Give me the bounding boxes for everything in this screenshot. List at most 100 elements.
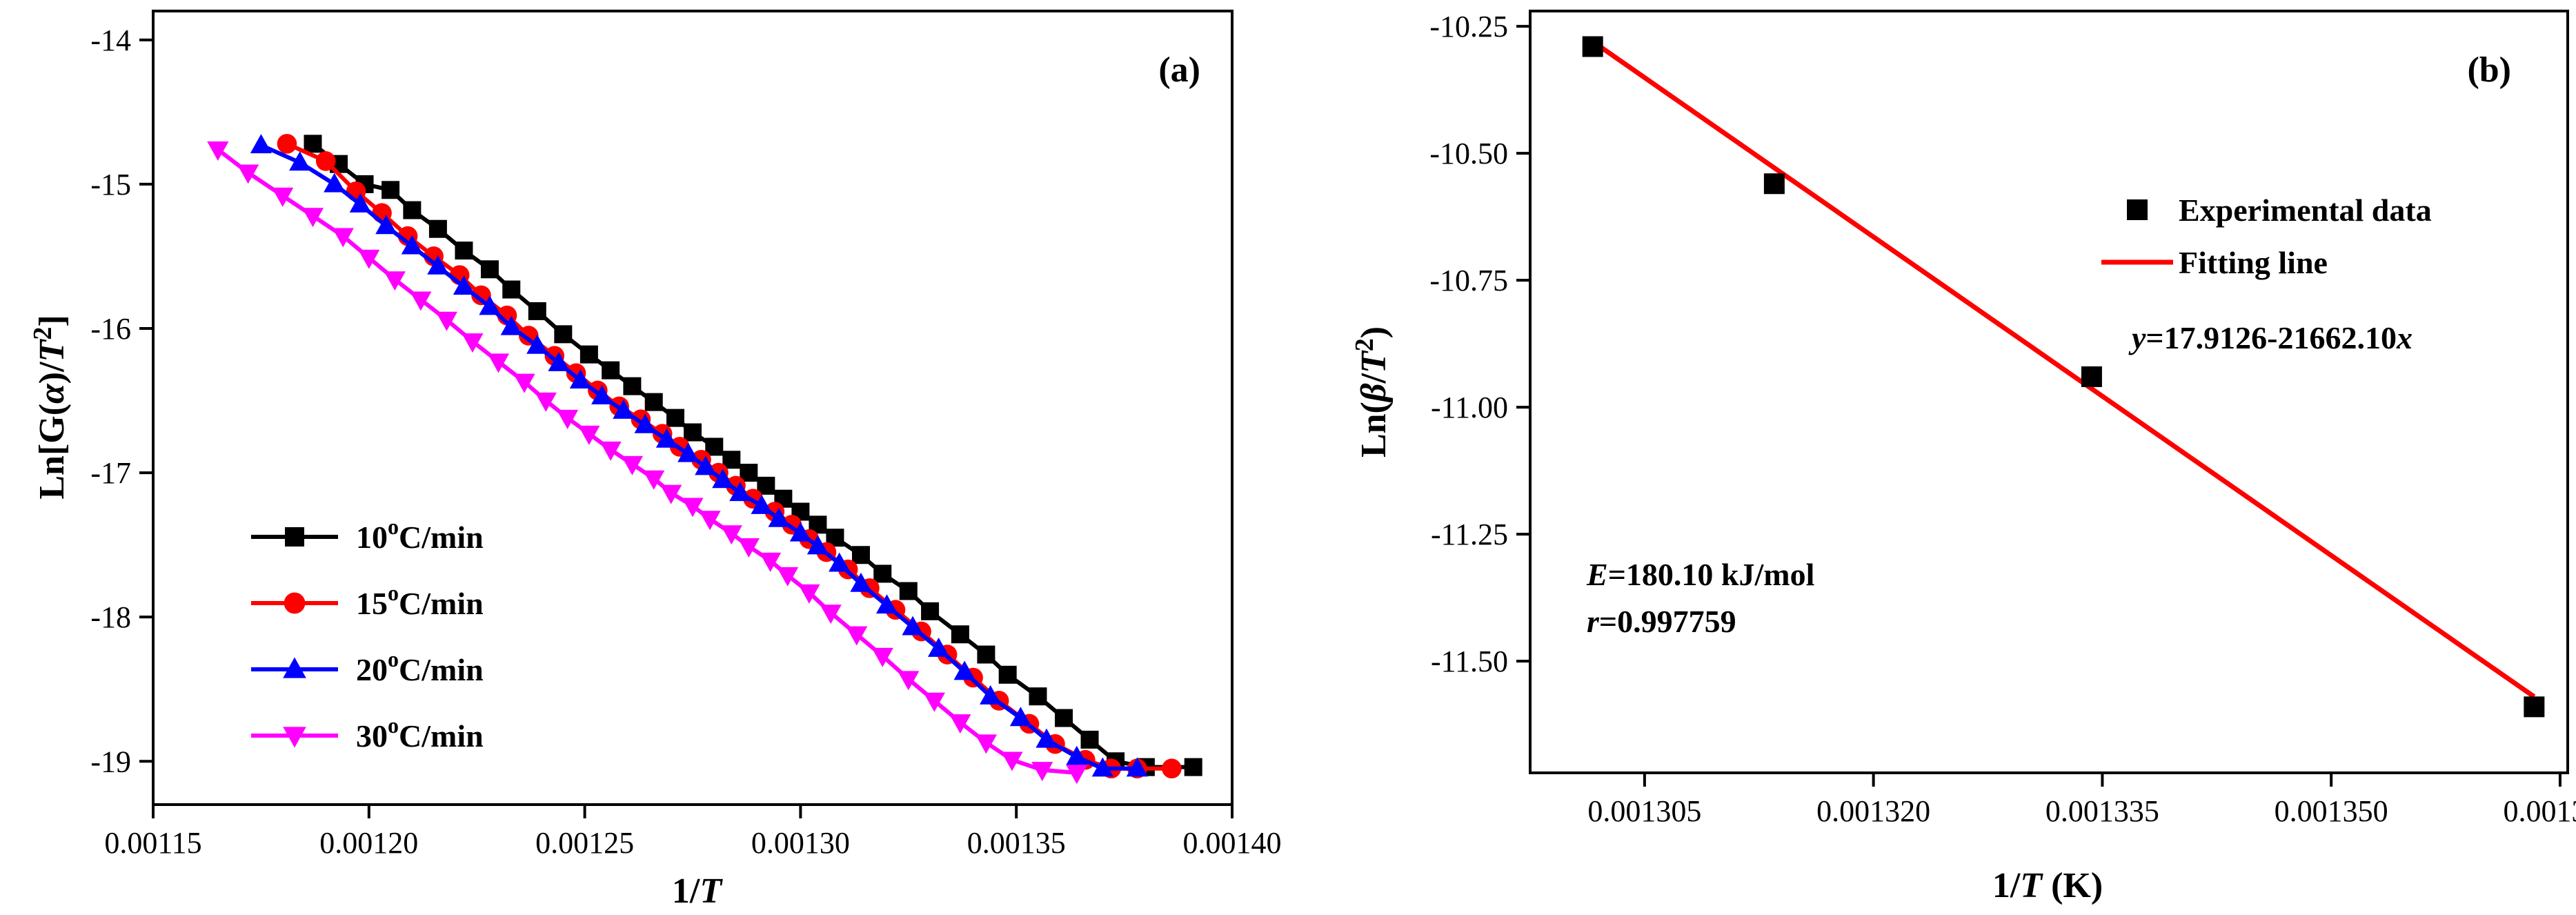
data-point-10 [684,423,702,442]
data-point-10 [455,242,473,260]
plot-a-frame [152,10,1233,806]
legend-marker-15 [284,592,306,614]
data-point-30 [621,455,644,475]
data-point-20 [1009,707,1032,727]
data-point-20 [289,151,311,171]
data-point-20 [729,482,751,502]
y-tick-label: -18 [90,600,131,634]
data-point-10 [951,625,969,644]
data-point-10 [851,546,870,564]
experimental-point [2081,366,2102,387]
y-tick-label: -16 [90,312,131,346]
data-point-30 [760,552,782,572]
data-point-10 [1055,709,1073,727]
data-point-30 [462,333,484,353]
panel-b-legend: Experimental data Fitting line [2101,193,2432,280]
data-point-20 [401,235,423,255]
data-point-20 [902,616,924,636]
experimental-point [1582,36,1603,57]
legend-marker-20 [283,657,306,678]
data-point-10 [740,464,758,482]
y-tick-label: -10.50 [1429,137,1508,170]
data-point-20 [829,552,851,572]
data-point-30 [332,228,354,248]
legend-label-20: 20oC/min [356,647,484,687]
fit-equation: y=17.9126-21662.10x [2128,320,2412,355]
panel-a-xlabel: 1/T [672,872,723,911]
data-point-20 [427,255,449,275]
data-point-20 [751,494,773,514]
data-point-30 [272,187,294,207]
activation-energy: E=180.10 kJ/mol [1586,557,1814,592]
data-point-10 [873,564,892,583]
correlation-coefficient: r=0.997759 [1587,604,1736,639]
data-point-10 [705,437,724,456]
data-point-20 [250,134,272,154]
y-tick-label: -19 [90,745,131,778]
legend-marker-10 [285,527,304,547]
data-point-20 [712,469,734,489]
experimental-point [2524,696,2545,718]
data-point-30 [535,392,557,412]
data-point-10 [403,201,422,219]
data-point-30 [487,353,510,373]
x-tick-label: 0.00115 [104,826,201,860]
data-point-20 [875,594,898,614]
fitting-line [1591,39,2536,699]
data-point-30 [556,409,579,429]
data-point-20 [1091,757,1113,777]
data-point-30 [846,626,868,646]
legend-label-15: 15oC/min [356,580,484,621]
y-tick-label: -11.25 [1431,518,1508,551]
x-tick-label: 0.00140 [1183,826,1282,860]
data-point-30 [898,671,920,691]
data-point-10 [602,361,620,380]
panel-b-label: (b) [2467,50,2511,90]
data-point-30 [207,141,229,161]
legend-experimental-marker [2127,199,2148,220]
data-point-20 [569,369,591,388]
experimental-point [1763,173,1785,195]
panel-b-series [1582,36,2545,718]
data-point-10 [428,219,447,238]
data-point-20 [1066,745,1088,765]
x-tick-label: 0.00130 [751,826,850,860]
data-point-20 [806,535,829,555]
data-point-15 [471,285,491,306]
panel-a-label: (a) [1158,50,1200,90]
data-point-10 [998,665,1017,684]
data-point-20 [1036,728,1058,748]
panel-a-series [207,134,1202,785]
x-tick-label: 0.00135 [967,826,1066,860]
data-point-20 [500,315,522,335]
x-tick-label: 0.001305 [1587,794,1701,828]
series-line-30 [217,148,1078,775]
x-tick-label: 0.001350 [2275,794,2388,828]
panel-a-axes: 0.00115 0.00120 0.00125 0.00130 0.00135 0.001… [90,23,1281,860]
data-point-10 [304,135,322,153]
data-point-30 [600,441,622,461]
data-point-30 [384,271,406,291]
data-point-30 [1031,762,1053,782]
data-point-20 [953,660,975,680]
y-tick-label: -10.25 [1429,10,1508,43]
data-point-20 [526,334,548,354]
data-point-10 [1029,687,1047,706]
data-point-30 [737,538,760,558]
y-tick-label: -10.75 [1429,264,1508,297]
data-point-10 [722,451,741,469]
y-tick-label: -11.00 [1431,391,1508,424]
data-point-10 [666,409,684,427]
data-point-30 [949,714,971,734]
data-point-15 [1162,758,1182,779]
data-point-30 [660,484,682,504]
data-point-20 [927,637,950,657]
data-point-20 [1126,757,1148,777]
data-point-20 [613,399,635,419]
data-point-10 [899,582,918,600]
data-point-10 [480,260,499,279]
data-point-10 [977,645,995,664]
data-point-30 [699,511,721,531]
data-point-30 [682,498,704,518]
